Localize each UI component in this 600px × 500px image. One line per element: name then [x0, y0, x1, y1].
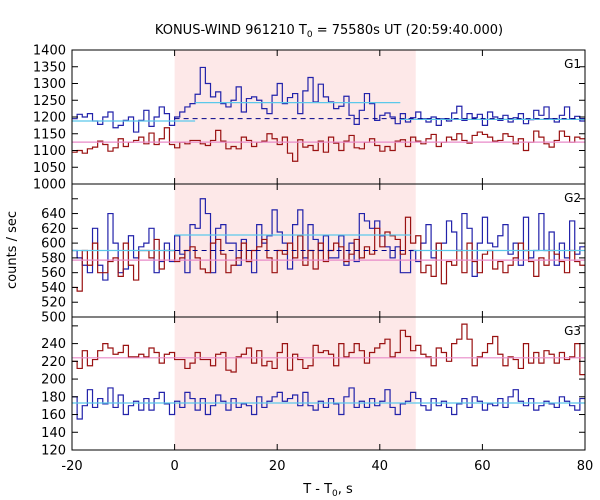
y-tick-label: 1150 — [33, 127, 66, 142]
y-tick-label: 1100 — [33, 144, 66, 159]
chart-title: KONUS-WIND 961210 T0 = 75580s UT (20:59:… — [155, 23, 503, 40]
y-tick-label: 560 — [41, 266, 66, 281]
x-tick-label: 80 — [577, 459, 594, 474]
y-tick-label: 520 — [41, 296, 66, 311]
y-tick-label: 1350 — [33, 60, 66, 75]
series-g2-red-step — [72, 216, 585, 292]
x-tick-label: -20 — [61, 459, 82, 474]
y-tick-label: 1400 — [33, 44, 66, 59]
series-g1-red-step — [72, 127, 585, 162]
series-g3-red-step — [72, 323, 585, 376]
panels-group: 100010501100115012001250130013501400G150… — [33, 44, 593, 475]
panel-g3: 120 140 160 180 200 220 240 G3 — [41, 316, 586, 459]
y-tick-label: 620 — [41, 222, 66, 237]
y-tick-label: 180 — [41, 390, 66, 405]
y-tick-label: 600 — [41, 237, 66, 252]
y-tick-label: 120 — [41, 444, 66, 459]
x-axis-label: T - T0, s — [302, 482, 353, 499]
y-tick-label: 540 — [41, 281, 66, 296]
y-tick-label: 1300 — [33, 77, 66, 92]
panel-label-g2: G2 — [564, 191, 581, 205]
panel-frame-g3 — [71, 316, 586, 451]
y-axis-label: counts / sec — [5, 211, 20, 289]
y-tick-label: 160 — [41, 408, 66, 423]
y-tick-label: 1200 — [33, 111, 66, 126]
x-tick-label: 20 — [269, 459, 286, 474]
x-tick-label: 0 — [170, 459, 178, 474]
y-tick-label: 1000 — [33, 178, 66, 193]
y-tick-label: 1250 — [33, 94, 66, 109]
y-tick-label: 200 — [41, 373, 66, 388]
y-tick-label: 500 — [41, 311, 66, 326]
series-g2-blue-step — [72, 198, 585, 281]
x-tick-label: 60 — [474, 459, 491, 474]
y-tick-label: 140 — [41, 426, 66, 441]
background-level-g1-bg_blue — [72, 101, 585, 122]
background-level-g2-bg_blue — [72, 234, 585, 252]
y-tick-label: 240 — [41, 337, 66, 352]
y-tick-label: 220 — [41, 355, 66, 370]
x-tick-label: 40 — [372, 459, 389, 474]
y-tick-label: 640 — [41, 207, 66, 222]
panel-label-g3: G3 — [564, 324, 581, 338]
y-tick-label: 1050 — [33, 161, 66, 176]
y-tick-label: 580 — [41, 251, 66, 266]
panel-label-g1: G1 — [564, 57, 581, 71]
